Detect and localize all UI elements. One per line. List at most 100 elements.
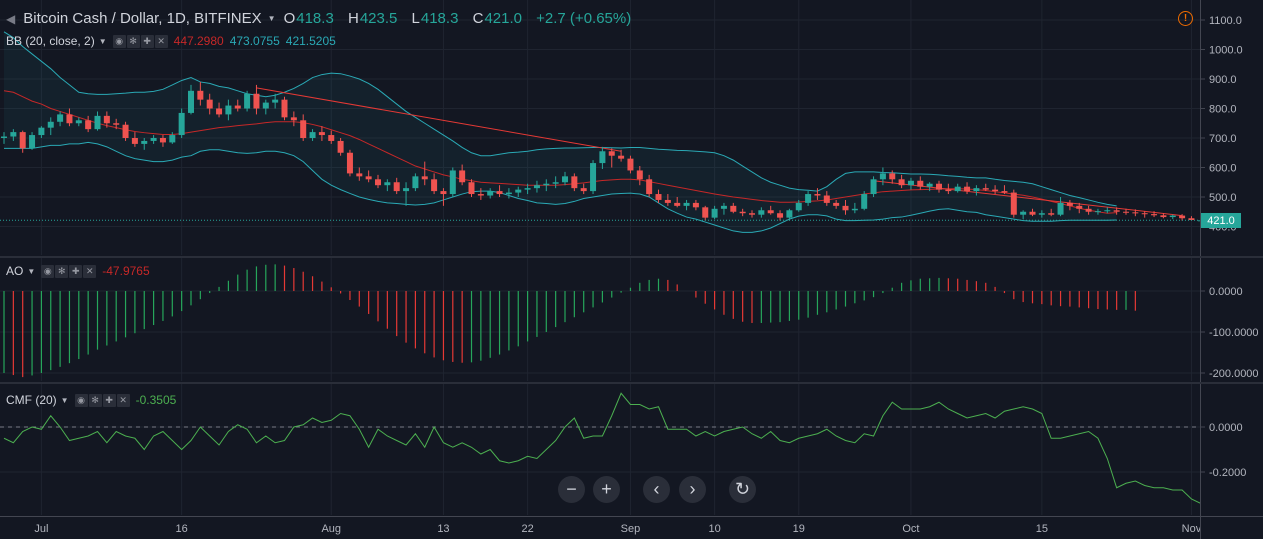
price-tick-label: 900.0 — [1209, 74, 1237, 86]
candle-body — [777, 213, 784, 218]
price-axis[interactable]: 1100.01000.0900.0800.0700.0600.0500.0400… — [1200, 0, 1263, 516]
time-tick-label: Oct — [902, 523, 919, 535]
candle-body — [655, 194, 662, 200]
close-icon[interactable]: ✕ — [83, 264, 97, 278]
candle-body — [973, 188, 980, 192]
candle-body — [618, 155, 625, 159]
candle-body — [823, 195, 830, 203]
candle-body — [1, 136, 7, 138]
candle-body — [468, 182, 475, 195]
ohlc-values: O418.3 H423.5 L418.3 C421.0 +2.7 (+0.65%… — [284, 10, 642, 27]
candle-body — [571, 176, 578, 189]
candle-body — [590, 163, 597, 192]
move-icon[interactable]: ✚ — [140, 34, 154, 48]
time-tick-label: 16 — [176, 523, 188, 535]
close-icon[interactable]: ✕ — [154, 34, 168, 48]
candle-body — [393, 182, 400, 192]
candle-body — [346, 152, 353, 174]
eye-icon[interactable]: ◉ — [112, 34, 126, 48]
eye-icon[interactable]: ◉ — [74, 393, 88, 407]
gear-icon[interactable]: ✻ — [126, 34, 140, 48]
candle-body — [225, 105, 232, 115]
candle-body — [150, 138, 157, 141]
candle-body — [113, 123, 120, 125]
pane-separator[interactable] — [0, 382, 1263, 384]
candle-body — [234, 105, 241, 109]
price-tick-label: 800.0 — [1209, 104, 1237, 116]
bb-upper-line — [3, 31, 1117, 207]
gear-icon[interactable]: ✻ — [88, 393, 102, 407]
time-tick-label: Sep — [621, 523, 641, 535]
warning-icon[interactable]: ! — [1178, 11, 1193, 26]
zoom-in-button[interactable]: + — [593, 476, 620, 503]
chevron-down-icon[interactable]: ▼ — [60, 395, 69, 405]
candle-body — [356, 173, 363, 177]
candle-body — [786, 210, 793, 218]
last-price-tag: 421.0 — [1201, 213, 1241, 228]
candle-body — [907, 180, 914, 186]
bb-basis-value: 447.2980 — [173, 34, 224, 48]
candle-body — [159, 138, 166, 143]
gear-icon[interactable]: ✻ — [55, 264, 69, 278]
chevron-down-icon[interactable]: ▼ — [98, 36, 107, 46]
eye-icon[interactable]: ◉ — [41, 264, 55, 278]
candle-body — [85, 120, 92, 130]
candle-body — [253, 93, 260, 109]
collapse-icon[interactable]: ◀ — [6, 11, 16, 26]
candle-body — [66, 114, 73, 124]
chart-area[interactable] — [0, 0, 1200, 516]
open-value: 418.3 — [296, 10, 334, 27]
candle-body — [169, 135, 176, 143]
candle-body — [337, 140, 344, 153]
candle-body — [851, 208, 858, 211]
chevron-down-icon[interactable]: ▼ — [267, 14, 276, 23]
candle-body — [487, 191, 494, 196]
candle-body — [1048, 213, 1055, 215]
trend-line — [256, 87, 622, 152]
candle-body — [608, 151, 615, 156]
candle-body — [262, 102, 269, 109]
candle-body — [1179, 215, 1186, 219]
scroll-right-button[interactable]: › — [679, 476, 706, 503]
candle-body — [141, 140, 148, 144]
low-label: L — [411, 10, 420, 27]
candle-body — [926, 183, 933, 187]
candle-body — [552, 182, 559, 184]
move-icon[interactable]: ✚ — [69, 264, 83, 278]
pane-separator[interactable] — [0, 256, 1263, 258]
candle-body — [982, 188, 989, 190]
candle-body — [533, 185, 540, 189]
ao-name[interactable]: AO — [6, 264, 24, 278]
candle-body — [1066, 202, 1073, 206]
candle-body — [1123, 211, 1129, 213]
candle-body — [449, 170, 456, 195]
candle-body — [964, 186, 971, 192]
candle-body — [10, 132, 17, 137]
candle-body — [440, 191, 447, 195]
cmf-name[interactable]: CMF (20) — [6, 393, 57, 407]
scroll-left-button[interactable]: ‹ — [643, 476, 670, 503]
time-tick-label: 22 — [521, 523, 533, 535]
zoom-out-button[interactable]: − — [558, 476, 585, 503]
time-tick-label: Nov — [1182, 523, 1200, 535]
reset-button[interactable]: ↻ — [729, 476, 756, 503]
chart-canvas[interactable] — [0, 0, 1200, 516]
cmf-value: -0.3505 — [135, 393, 177, 407]
close-icon[interactable]: ✕ — [116, 393, 130, 407]
candle-body — [309, 132, 316, 138]
candle-body — [889, 173, 896, 180]
candle-body — [496, 191, 503, 195]
candle-body — [515, 189, 522, 193]
scroll-right-icon: › — [689, 479, 696, 499]
symbol-title[interactable]: Bitcoin Cash / Dollar, 1D, BITFINEX — [23, 10, 262, 27]
candle-body — [103, 115, 110, 124]
time-axis-labels: Jul 16 Aug 13 22 Sep 10 19 Oct 15 Nov — [34, 523, 1200, 535]
time-axis[interactable]: Jul 16 Aug 13 22 Sep 10 19 Oct 15 Nov — [0, 516, 1200, 539]
candle-body — [505, 192, 512, 195]
candle-body — [1113, 210, 1120, 212]
move-icon[interactable]: ✚ — [102, 393, 116, 407]
chevron-down-icon[interactable]: ▼ — [27, 266, 36, 276]
candle-body — [636, 170, 643, 180]
bb-name[interactable]: BB (20, close, 2) — [6, 34, 95, 48]
candle-body — [711, 208, 718, 218]
